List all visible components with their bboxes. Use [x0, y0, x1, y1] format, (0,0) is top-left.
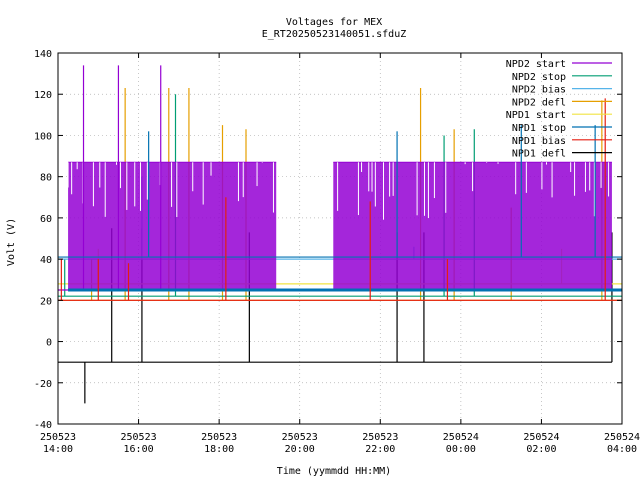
x-tick-date: 250523 [282, 432, 318, 443]
y-axis-label: Volt (V) [6, 218, 17, 266]
x-tick-time: 18:00 [204, 444, 234, 455]
x-axis-label: Time (yymmdd HH:MM) [277, 466, 391, 477]
plot-area [58, 65, 622, 404]
y-tick-label: 60 [40, 214, 52, 225]
x-tick-date: 250523 [362, 432, 398, 443]
legend-label: NPD1 stop [512, 123, 566, 134]
x-tick-date: 250523 [201, 432, 237, 443]
x-tick-time: 04:00 [607, 444, 637, 455]
y-tick-label: 0 [46, 338, 52, 349]
x-tick-time: 16:00 [124, 444, 154, 455]
series-npd1-bias [58, 98, 622, 301]
legend-label: NPD1 bias [512, 136, 566, 147]
x-tick-date: 250523 [121, 432, 157, 443]
legend-label: NPD1 start [506, 110, 566, 121]
legend-label: NPD2 start [506, 59, 566, 70]
x-tick-date: 250523 [40, 432, 76, 443]
y-tick-label: 40 [40, 255, 52, 266]
series-npd2-start [58, 65, 622, 291]
x-tick-date: 250524 [523, 432, 559, 443]
y-tick-label: 80 [40, 173, 52, 184]
x-tick-time: 14:00 [43, 444, 73, 455]
x-tick-date: 250524 [443, 432, 479, 443]
x-tick-time: 00:00 [446, 444, 476, 455]
y-axis-ticks: -40 -20 0 20 40 60 80 100 120 140 [34, 49, 622, 431]
y-tick-label: 100 [34, 131, 52, 142]
chart-title: Voltages for MEX [286, 17, 382, 28]
series-npd1-stop [58, 125, 622, 292]
y-tick-label: -40 [34, 420, 52, 431]
legend-label: NPD2 stop [512, 72, 566, 83]
legend-label: NPD1 defl [512, 149, 566, 160]
y-tick-label: 140 [34, 49, 52, 60]
y-tick-label: 120 [34, 90, 52, 101]
legend-label: NPD2 bias [512, 85, 566, 96]
y-tick-label: 20 [40, 296, 52, 307]
y-tick-label: -20 [34, 379, 52, 390]
x-axis-ticks: 25052314:0025052316:0025052318:002505232… [40, 53, 640, 455]
chart-subtitle: E_RT20250523140051.sfduZ [262, 29, 407, 40]
band-fill [68, 162, 277, 291]
x-tick-time: 22:00 [365, 444, 395, 455]
plot-frame [57, 52, 623, 425]
x-tick-date: 250524 [604, 432, 640, 443]
x-tick-time: 02:00 [526, 444, 556, 455]
x-tick-time: 20:00 [285, 444, 315, 455]
legend-label: NPD2 defl [512, 97, 566, 108]
